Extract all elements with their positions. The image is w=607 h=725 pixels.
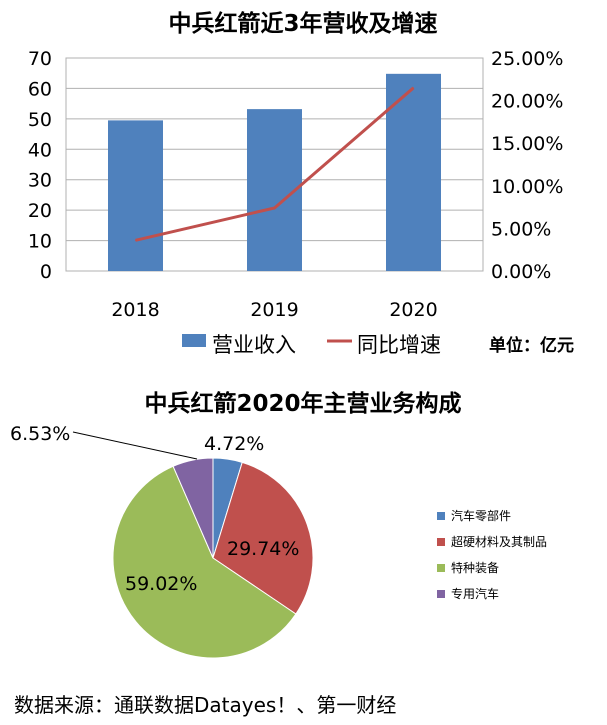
left-tick-label: 30 [28, 170, 52, 192]
chart2-title: 中兵红箭2020年主营业务构成 [144, 390, 461, 417]
growth-point [413, 87, 414, 89]
legend-swatch [437, 564, 445, 572]
legend-label: 专用汽车 [451, 586, 499, 601]
legend-label: 汽车零部件 [451, 508, 511, 523]
growth-point [135, 239, 136, 241]
chart1-category-labels: 2018 2019 2020 [111, 299, 437, 321]
unit-note: 单位：亿元 [489, 335, 574, 356]
legend-swatch [437, 512, 445, 520]
growth-point [274, 207, 275, 209]
right-tick-label: 0.00% [491, 261, 551, 283]
chart1-left-axis: 0 10 20 30 40 50 60 70 [28, 48, 52, 283]
right-tick-label: 25.00% [491, 48, 563, 70]
legend-swatch-revenue [182, 334, 206, 347]
left-tick-label: 10 [28, 231, 52, 253]
category-label: 2020 [389, 299, 437, 321]
category-label: 2019 [250, 299, 298, 321]
pie-slice [112, 465, 297, 659]
right-tick-label: 15.00% [491, 133, 563, 155]
revenue-bar [247, 109, 302, 272]
chart1-right-axis: 0.00% 5.00% 10.00% 15.00% 20.00% 25.00% [491, 48, 563, 283]
pie-slice [172, 457, 214, 559]
category-label: 2018 [111, 299, 159, 321]
left-tick-label: 0 [40, 261, 52, 283]
left-tick-label: 60 [28, 78, 52, 100]
left-tick-label: 40 [28, 139, 52, 161]
legend-label-growth: 同比增速 [357, 333, 441, 357]
chart1-bars [108, 73, 441, 272]
chart1-title: 中兵红箭近3年营收及增速 [168, 10, 437, 37]
slice-label-superhard: 29.74% [227, 538, 299, 560]
leader-line [72, 431, 198, 460]
pie-slice [212, 461, 314, 615]
right-tick-label: 5.00% [491, 218, 551, 240]
slice-label-special-equipment: 59.02% [125, 573, 197, 595]
left-tick-label: 20 [28, 200, 52, 222]
legend-swatch [437, 538, 445, 546]
legend-label: 特种装备 [451, 560, 499, 575]
revenue-bar [108, 120, 163, 271]
revenue-bar [386, 73, 441, 271]
chart1-line [135, 86, 415, 242]
left-tick-label: 70 [28, 48, 52, 70]
slice-label-auto-parts: 4.72% [204, 433, 264, 455]
chart2-pie [112, 457, 314, 659]
legend-label: 超硬材料及其制品 [451, 534, 547, 549]
left-tick-label: 50 [28, 109, 52, 131]
right-tick-label: 10.00% [491, 176, 563, 198]
legend-swatch [437, 590, 445, 598]
source-note: 数据来源：通联数据Datayes！、第一财经 [14, 693, 396, 717]
right-tick-label: 20.00% [491, 91, 563, 113]
legend-label-revenue: 营业收入 [212, 333, 296, 357]
slice-label-special-vehicle: 6.53% [10, 423, 70, 445]
